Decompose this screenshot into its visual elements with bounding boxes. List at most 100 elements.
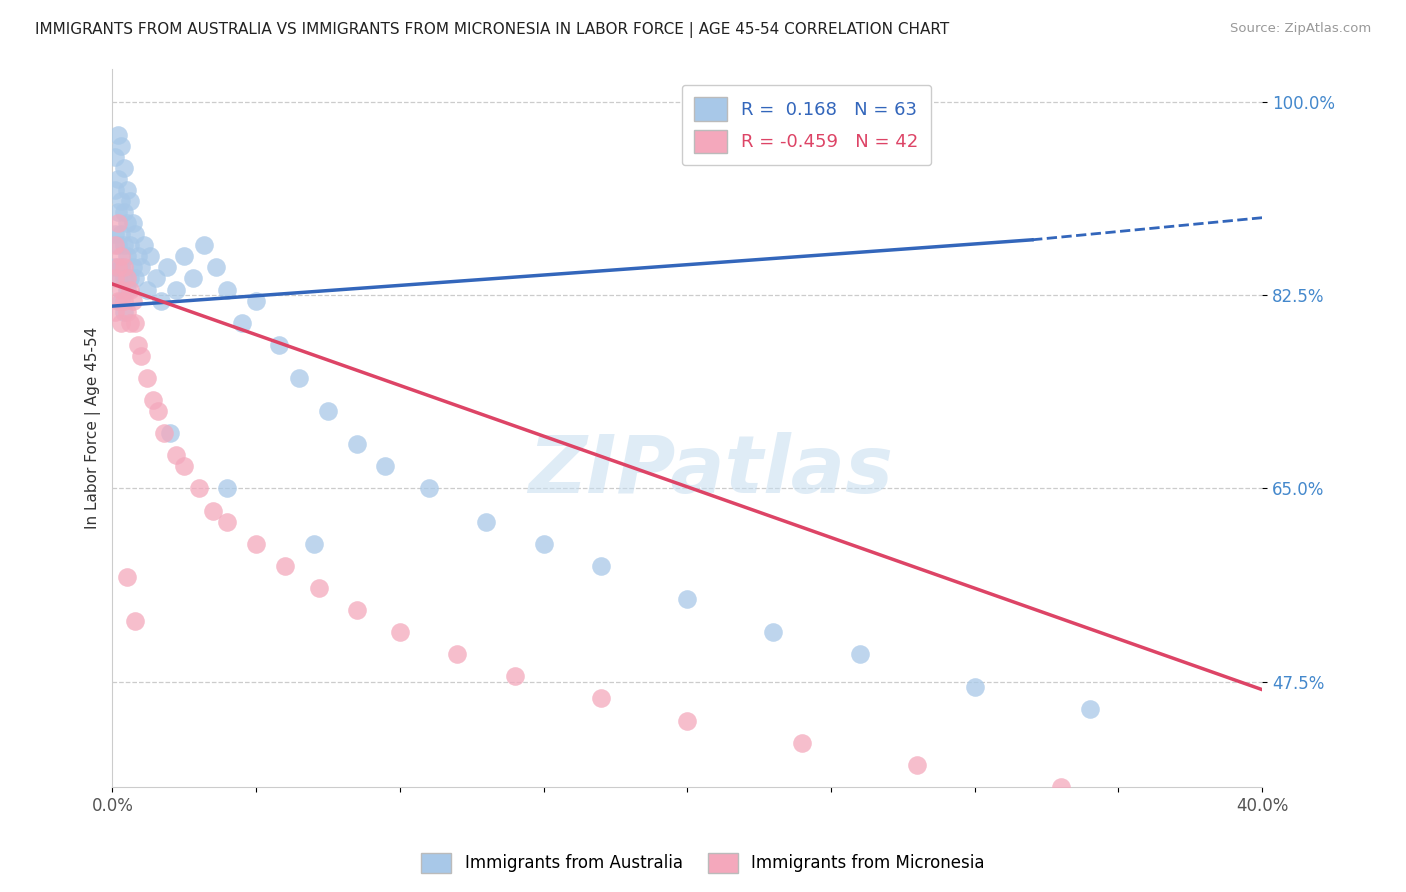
Point — [231, 316, 253, 330]
Point — [112, 304, 135, 318]
Point — [374, 459, 396, 474]
Point — [848, 647, 870, 661]
Point — [104, 150, 127, 164]
Point — [346, 437, 368, 451]
Point — [110, 316, 132, 330]
Point — [112, 260, 135, 275]
Point — [217, 482, 239, 496]
Point — [145, 271, 167, 285]
Point — [274, 558, 297, 573]
Point — [115, 283, 138, 297]
Point — [269, 338, 291, 352]
Point — [129, 260, 152, 275]
Point — [245, 537, 267, 551]
Point — [115, 249, 138, 263]
Point — [112, 205, 135, 219]
Point — [905, 757, 928, 772]
Point — [308, 581, 330, 595]
Point — [104, 260, 127, 275]
Point — [676, 591, 699, 606]
Point — [112, 293, 135, 308]
Point — [127, 338, 149, 352]
Point — [187, 482, 209, 496]
Point — [118, 316, 141, 330]
Point — [135, 283, 157, 297]
Point — [475, 515, 498, 529]
Point — [124, 614, 146, 628]
Point — [205, 260, 228, 275]
Point — [245, 293, 267, 308]
Point — [165, 283, 187, 297]
Point — [110, 249, 132, 263]
Point — [1078, 702, 1101, 716]
Point — [110, 227, 132, 242]
Legend: Immigrants from Australia, Immigrants from Micronesia: Immigrants from Australia, Immigrants fr… — [415, 847, 991, 880]
Point — [533, 537, 555, 551]
Point — [112, 161, 135, 175]
Point — [1050, 780, 1073, 794]
Point — [107, 293, 129, 308]
Point — [201, 503, 224, 517]
Point — [346, 603, 368, 617]
Point — [118, 238, 141, 252]
Point — [792, 736, 814, 750]
Text: IMMIGRANTS FROM AUSTRALIA VS IMMIGRANTS FROM MICRONESIA IN LABOR FORCE | AGE 45-: IMMIGRANTS FROM AUSTRALIA VS IMMIGRANTS … — [35, 22, 949, 38]
Point — [104, 238, 127, 252]
Y-axis label: In Labor Force | Age 45-54: In Labor Force | Age 45-54 — [86, 326, 101, 529]
Point — [107, 216, 129, 230]
Point — [159, 426, 181, 441]
Point — [148, 404, 170, 418]
Point — [104, 304, 127, 318]
Point — [118, 283, 141, 297]
Text: Source: ZipAtlas.com: Source: ZipAtlas.com — [1230, 22, 1371, 36]
Point — [193, 238, 215, 252]
Point — [217, 283, 239, 297]
Point — [115, 216, 138, 230]
Point — [418, 482, 440, 496]
Point — [104, 183, 127, 197]
Point — [110, 139, 132, 153]
Text: ZIPatlas: ZIPatlas — [527, 432, 893, 509]
Point — [110, 194, 132, 208]
Point — [124, 316, 146, 330]
Point — [121, 293, 143, 308]
Point — [121, 216, 143, 230]
Point — [181, 271, 204, 285]
Point — [115, 183, 138, 197]
Point — [107, 260, 129, 275]
Point — [118, 271, 141, 285]
Point — [173, 459, 195, 474]
Point — [124, 271, 146, 285]
Point — [153, 426, 176, 441]
Point — [150, 293, 173, 308]
Point — [388, 625, 411, 640]
Point — [302, 537, 325, 551]
Point — [107, 238, 129, 252]
Point — [107, 172, 129, 186]
Point — [107, 128, 129, 142]
Point — [110, 260, 132, 275]
Point — [135, 371, 157, 385]
Point — [316, 404, 339, 418]
Point — [112, 238, 135, 252]
Point — [107, 271, 129, 285]
Point — [132, 238, 155, 252]
Legend: R =  0.168   N = 63, R = -0.459   N = 42: R = 0.168 N = 63, R = -0.459 N = 42 — [682, 85, 931, 165]
Point — [104, 227, 127, 242]
Point — [217, 515, 239, 529]
Point — [110, 293, 132, 308]
Point — [127, 249, 149, 263]
Point — [104, 271, 127, 285]
Point — [589, 691, 612, 706]
Point — [112, 271, 135, 285]
Point — [110, 283, 132, 297]
Point — [288, 371, 311, 385]
Point — [762, 625, 785, 640]
Point — [115, 570, 138, 584]
Point — [129, 349, 152, 363]
Point — [107, 205, 129, 219]
Point — [139, 249, 162, 263]
Point — [446, 647, 468, 661]
Point — [115, 304, 138, 318]
Point — [124, 227, 146, 242]
